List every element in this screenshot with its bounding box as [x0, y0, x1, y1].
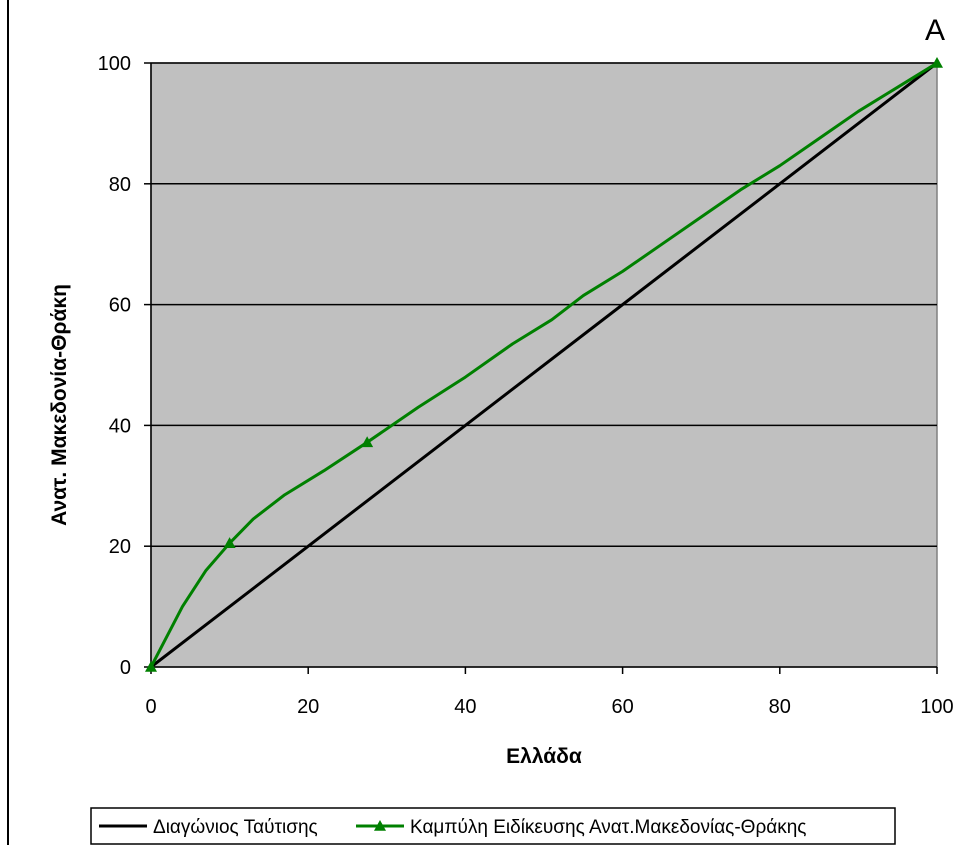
y-tick-label-80: 80 — [109, 174, 131, 196]
y-tick-label-20: 20 — [109, 536, 131, 558]
y-tick-labels: 0 20 40 60 80 100 — [98, 53, 131, 679]
x-tick-label-100: 100 — [920, 696, 953, 718]
legend-label-specialization: Καμπύλη Ειδίκευσης Ανατ.Μακεδονίας-Θράκη… — [410, 817, 806, 838]
series-1-marker-0 — [145, 661, 157, 672]
x-tick-label-40: 40 — [454, 696, 476, 718]
legend: Διαγώνιος Ταύτισης Καμπύλη Ειδίκευσης Αν… — [90, 807, 896, 845]
x-tick-label-60: 60 — [611, 696, 633, 718]
y-tick-label-40: 40 — [109, 415, 131, 437]
y-tick-label-0: 0 — [120, 657, 131, 679]
y-tick-label-60: 60 — [109, 295, 131, 317]
legend-box — [90, 807, 896, 845]
x-tick-labels: 0 20 40 60 80 100 — [145, 696, 953, 718]
series-1-marker-1 — [223, 537, 236, 548]
legend-marker-triangle-icon — [374, 820, 386, 831]
x-tick-label-0: 0 — [145, 696, 156, 718]
series-1-marker-2 — [361, 436, 374, 448]
legend-label-diagonal: Διαγώνιος Ταύτισης — [153, 817, 318, 838]
x-tick-label-80: 80 — [769, 696, 791, 718]
series-line-1 — [149, 61, 938, 668]
series-layer — [145, 57, 943, 672]
x-axis-title: Ελλάδα — [506, 745, 582, 768]
gridlines — [151, 62, 937, 547]
corner-label: A — [925, 14, 945, 47]
x-tick-label-20: 20 — [297, 696, 319, 718]
series-1-marker-3 — [931, 57, 943, 68]
y-tick-label-100: 100 — [98, 53, 131, 75]
series-line-0 — [150, 61, 938, 669]
y-axis-title: Ανατ. Μακεδονία-Θράκη — [48, 284, 71, 526]
axes — [144, 62, 938, 674]
